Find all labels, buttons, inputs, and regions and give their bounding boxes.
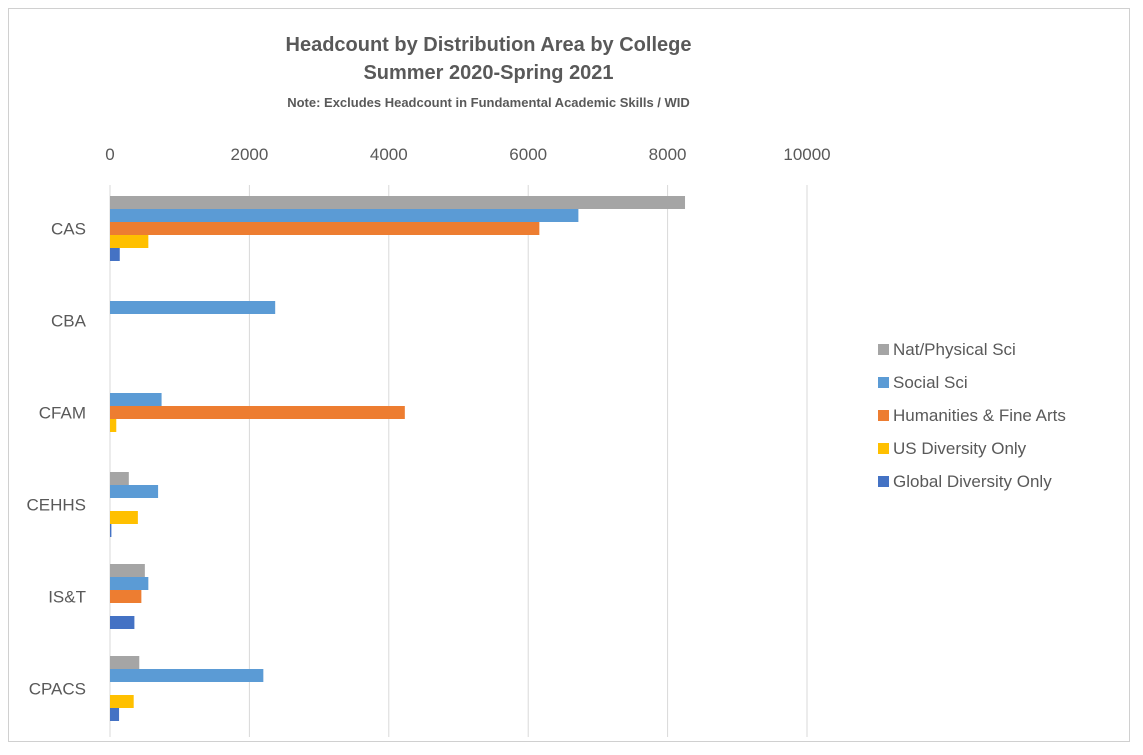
- bar: [110, 577, 149, 590]
- bar: [110, 616, 135, 629]
- bar: [110, 472, 129, 485]
- bar: [110, 406, 405, 419]
- x-tick-label: 4000: [370, 145, 408, 164]
- legend-swatch: [878, 344, 889, 356]
- bar: [110, 209, 579, 222]
- bar: [110, 708, 120, 721]
- bar: [110, 524, 112, 537]
- bar: [110, 590, 142, 603]
- legend-swatch: [878, 410, 889, 422]
- category-label: CBA: [51, 312, 87, 331]
- x-tick-label: 2000: [230, 145, 268, 164]
- bar: [110, 564, 145, 577]
- chart-title: Headcount by Distribution Area by Colleg…: [285, 34, 692, 56]
- x-tick-label: 0: [105, 145, 114, 164]
- bar: [110, 511, 138, 524]
- legend-label: Social Sci: [893, 373, 968, 392]
- legend-label: Nat/Physical Sci: [893, 340, 1016, 359]
- category-label: CEHHS: [26, 496, 86, 515]
- legend-label: Humanities & Fine Arts: [893, 406, 1066, 425]
- category-label: IS&T: [48, 588, 86, 607]
- legend-swatch: [878, 377, 889, 389]
- bar: [110, 695, 134, 708]
- bar: [110, 235, 149, 248]
- bar: [110, 301, 276, 314]
- category-label: CFAM: [39, 404, 86, 423]
- legend-item: Nat/Physical Sci: [878, 340, 1016, 360]
- legend-item: Global Diversity Only: [878, 472, 1052, 492]
- legend-item: Social Sci: [878, 373, 968, 393]
- category-label: CPACS: [29, 680, 86, 699]
- legend-item: US Diversity Only: [878, 439, 1026, 459]
- bar: [110, 485, 159, 498]
- bar: [110, 196, 686, 209]
- legend-label: Global Diversity Only: [893, 472, 1052, 491]
- chart-note: Note: Excludes Headcount in Fundamental …: [287, 95, 690, 110]
- chart-frame: [8, 8, 1130, 742]
- x-tick-label: 8000: [649, 145, 687, 164]
- bar: [110, 419, 117, 432]
- category-label: CAS: [51, 220, 86, 239]
- bar: [110, 393, 162, 406]
- legend-item: Humanities & Fine Arts: [878, 406, 1066, 426]
- bar: [110, 656, 140, 669]
- bar: [110, 222, 540, 235]
- chart-subtitle: Summer 2020-Spring 2021: [363, 62, 614, 84]
- legend-swatch: [878, 443, 889, 455]
- legend-swatch: [878, 476, 889, 488]
- bar: [110, 669, 264, 682]
- bar: [110, 248, 120, 261]
- x-tick-label: 6000: [509, 145, 547, 164]
- legend-label: US Diversity Only: [893, 439, 1027, 458]
- x-tick-label: 10000: [783, 145, 830, 164]
